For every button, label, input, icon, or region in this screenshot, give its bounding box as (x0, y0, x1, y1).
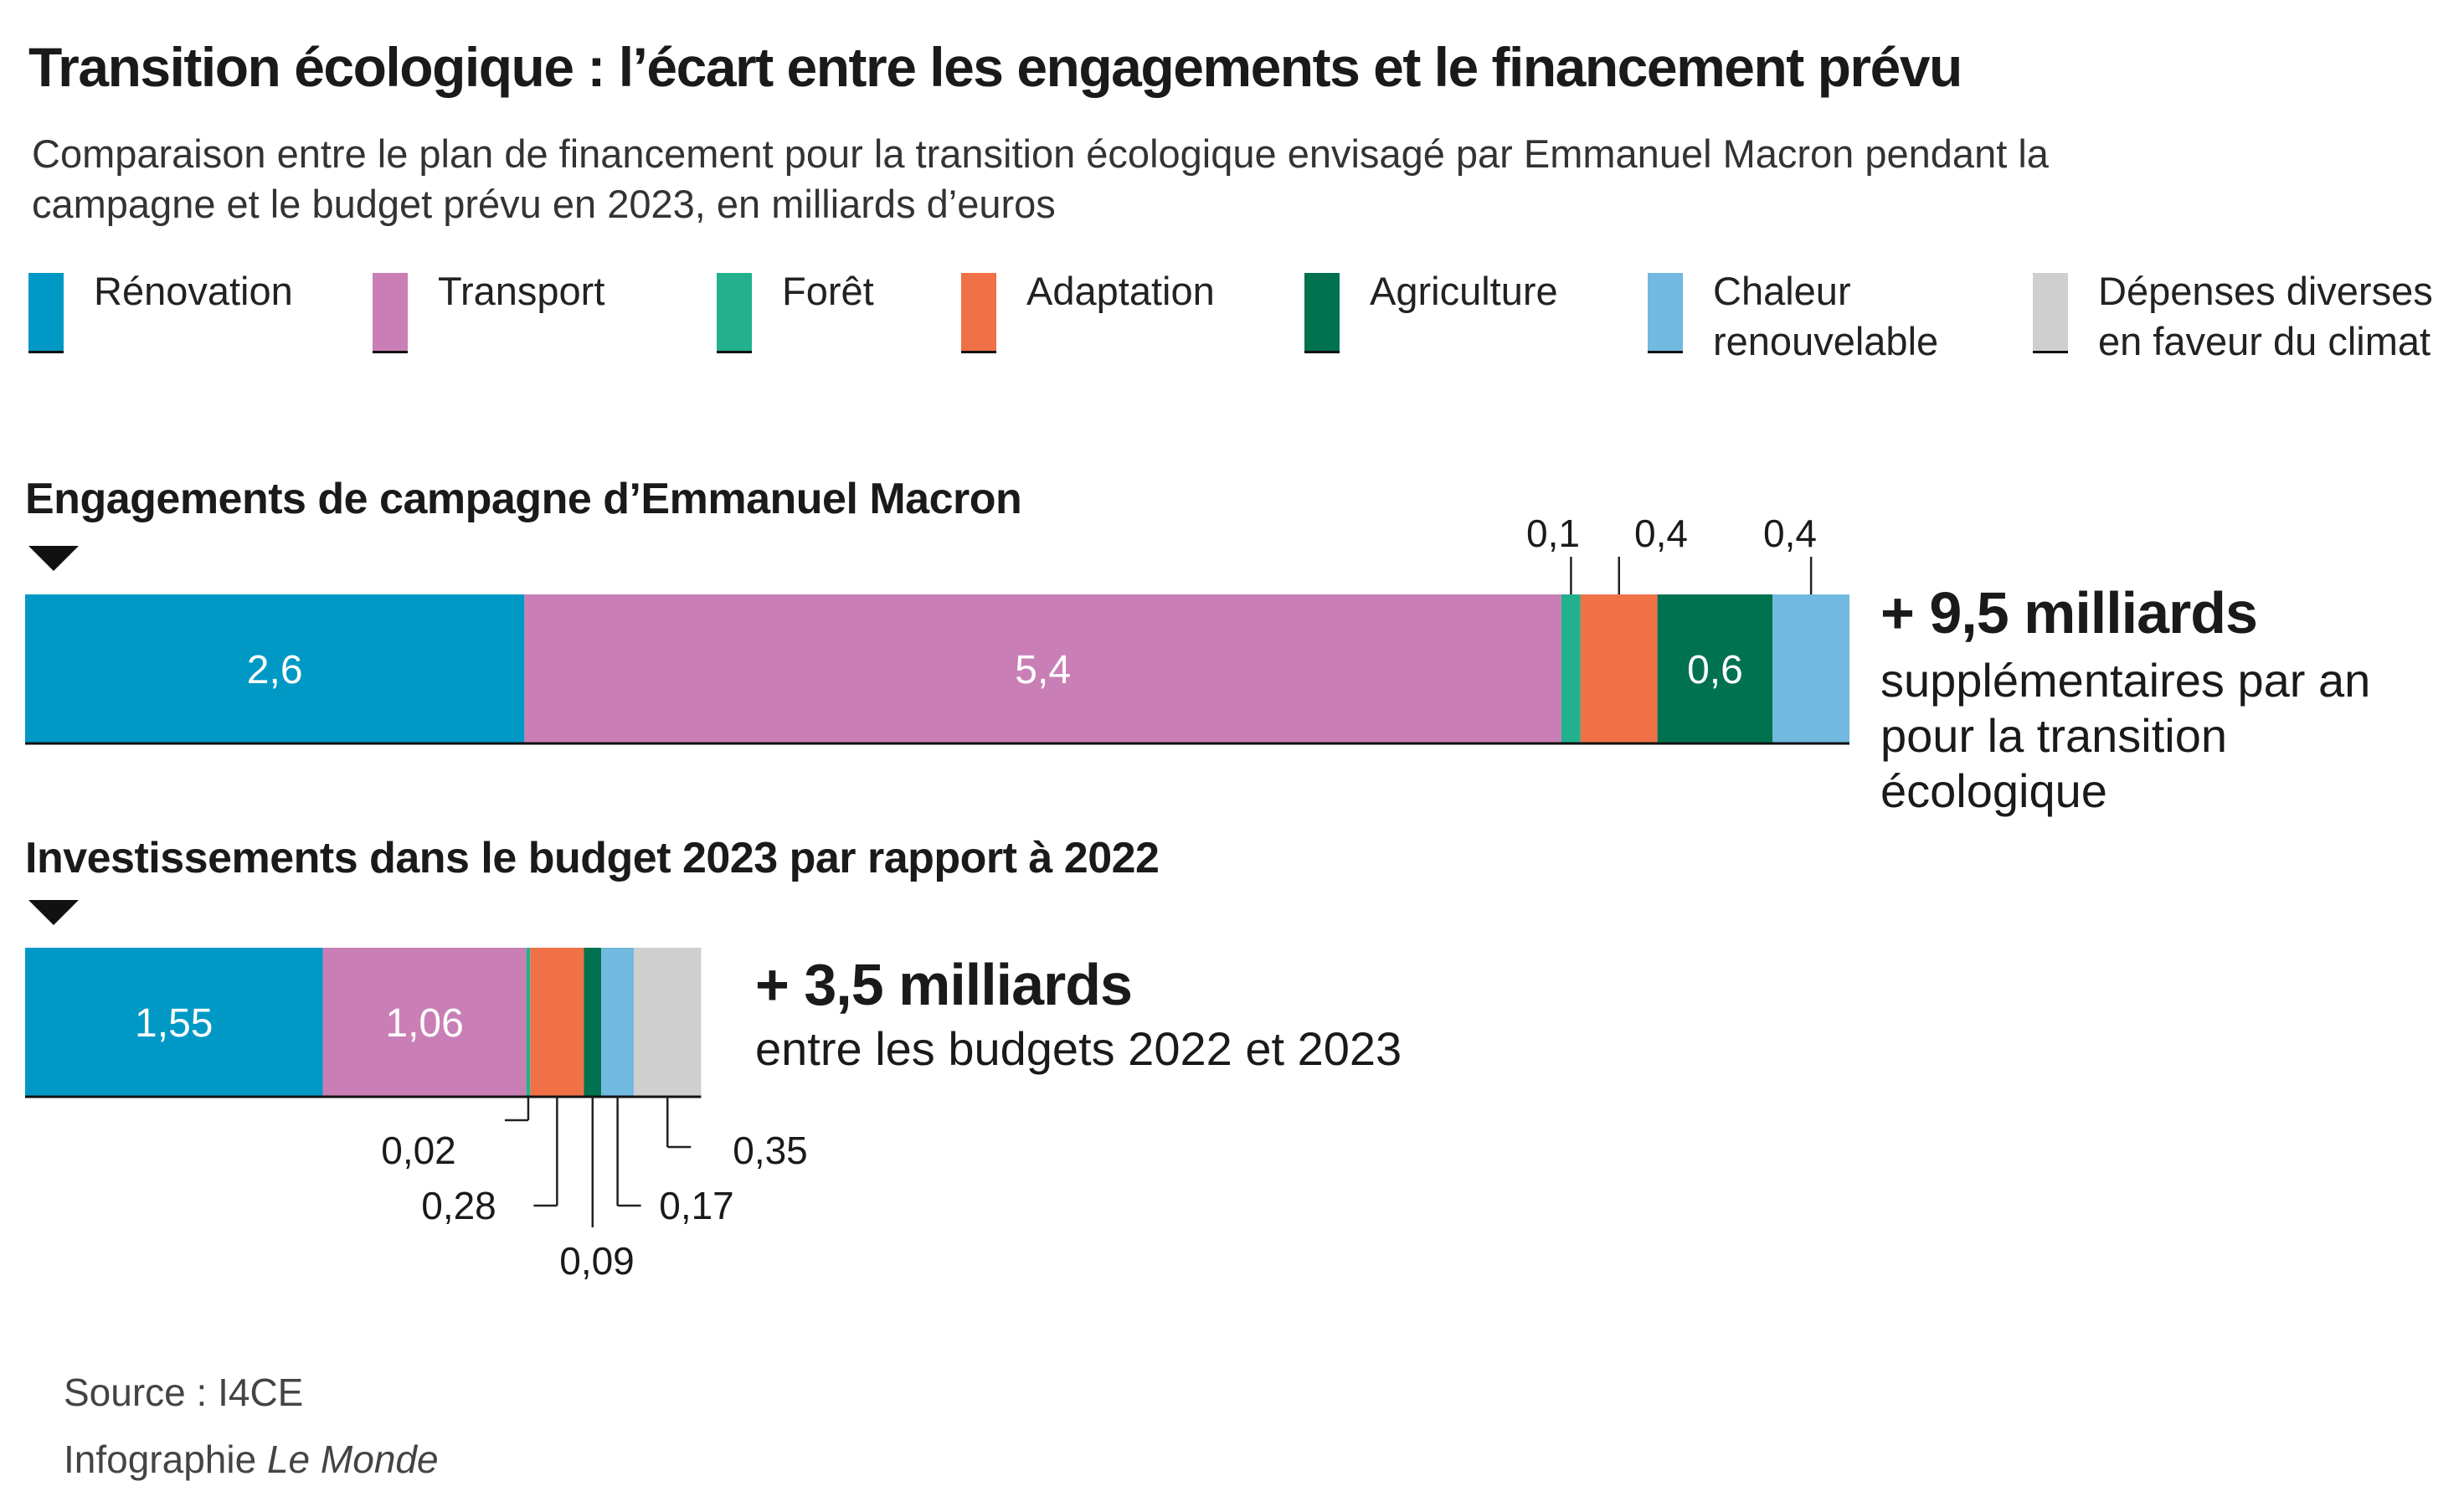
campaign-total: + 9,5 milliards (1880, 580, 2258, 645)
bar1-label-renovation: 1,55 (135, 1001, 213, 1046)
legend-label-depenses: Dépenses diverses en faveur du climat (2098, 269, 2433, 363)
bar0-label-chaleur: 0,4 (1763, 512, 1817, 555)
legend-label-renovation: Rénovation (94, 269, 293, 313)
bar1-label-adaptation: 0,28 (421, 1184, 496, 1227)
legend-swatch-transport (373, 273, 408, 353)
legend-label-adaptation: Adaptation (1026, 269, 1215, 313)
source-line: Source : I4CE (64, 1371, 304, 1414)
legend-label-agriculture: Agriculture (1370, 269, 1558, 313)
legend-label-chaleur: Chaleur renouvelable (1713, 269, 1939, 363)
credit-line: Infographie Le Monde (64, 1437, 439, 1482)
bar0-segment-foret (1561, 594, 1581, 743)
bar1-label-agriculture: 0,09 (559, 1239, 635, 1283)
bar1-segment-agriculture (584, 948, 602, 1097)
campaign-marker-icon (28, 546, 79, 571)
bar1-label-depenses: 0,35 (733, 1129, 808, 1172)
bar0-label-renovation: 2,6 (247, 648, 303, 692)
bar0-segment-adaptation (1580, 594, 1658, 743)
bar0-label-adaptation: 0,4 (1634, 512, 1688, 555)
budget-marker-icon (28, 900, 79, 925)
bar1-segment-chaleur (601, 948, 635, 1097)
legend-label-transport: Transport (438, 269, 605, 313)
bar0-segment-chaleur (1772, 594, 1849, 743)
bar1-segment-foret (526, 948, 531, 1097)
campaign-total-text: supplémentaires par an pour la transitio… (1880, 654, 2371, 817)
budget-total: + 3,5 milliards (755, 952, 1133, 1017)
bar0-label-foret: 0,1 (1526, 512, 1580, 555)
chart-subtitle: Comparaison entre le plan de financement… (32, 131, 2049, 226)
legend-swatch-foret (717, 273, 752, 353)
legend-label-foret: Forêt (782, 269, 874, 313)
bar0-label-transport: 5,4 (1015, 648, 1071, 692)
chart-title: Transition écologique : l’écart entre le… (28, 36, 1962, 98)
legend-swatch-renovation (28, 273, 64, 353)
bar1-label-transport: 1,06 (385, 1001, 463, 1046)
section-title-campaign: Engagements de campagne d’Emmanuel Macro… (25, 475, 1022, 523)
bar1-segment-depenses (634, 948, 702, 1097)
legend-swatch-adaptation (961, 273, 996, 353)
legend-swatch-chaleur (1648, 273, 1683, 353)
budget-total-text: entre les budgets 2022 et 2023 (755, 1022, 1402, 1075)
legend-swatch-depenses (2033, 273, 2068, 353)
bar1-segment-adaptation (530, 948, 584, 1097)
legend-swatch-agriculture (1304, 273, 1340, 353)
credit-prefix: Infographie (64, 1438, 267, 1481)
credit-name: Le Monde (266, 1438, 439, 1481)
bar0-segment-agriculture (1657, 594, 1773, 743)
section-title-budget: Investissements dans le budget 2023 par … (25, 834, 1160, 882)
bar0-segment-renovation (25, 594, 525, 743)
bar0-label-agriculture: 0,6 (1687, 648, 1743, 692)
bar1-segment-transport (322, 948, 527, 1097)
bar1-label-chaleur: 0,17 (659, 1184, 734, 1227)
bar1-segment-renovation (25, 948, 323, 1097)
bar1-label-foret: 0,02 (381, 1129, 456, 1172)
bar0-segment-transport (524, 594, 1561, 743)
